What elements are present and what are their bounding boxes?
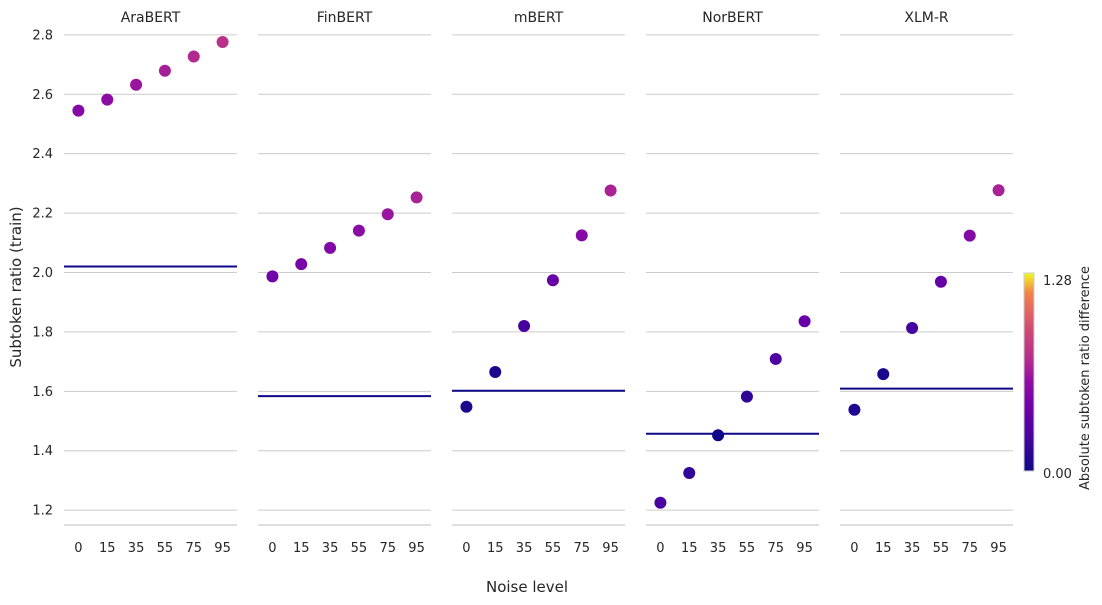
data-point bbox=[324, 241, 337, 254]
data-point bbox=[604, 184, 617, 197]
data-point bbox=[187, 50, 200, 63]
x-tick-label: 75 bbox=[767, 541, 784, 556]
x-tick-label: 55 bbox=[933, 541, 950, 556]
x-tick-label: 0 bbox=[268, 541, 276, 556]
x-tick-label: 95 bbox=[602, 541, 619, 556]
data-point bbox=[546, 274, 559, 287]
x-tick-label: 15 bbox=[99, 541, 116, 556]
colorbar-min-label: 0.00 bbox=[1043, 467, 1072, 482]
x-tick-label: 0 bbox=[74, 541, 82, 556]
x-tick-label: 0 bbox=[462, 541, 470, 556]
x-tick-label: 15 bbox=[875, 541, 892, 556]
data-point bbox=[101, 93, 114, 106]
data-point bbox=[963, 229, 976, 242]
data-point bbox=[130, 78, 143, 91]
x-tick-label: 35 bbox=[322, 541, 339, 556]
x-tick-label: 0 bbox=[656, 541, 664, 556]
panel-title: NorBERT bbox=[702, 10, 763, 26]
panel-norbert: NorBERT 0 15 35 55 75 95 bbox=[646, 10, 819, 556]
x-tick-label: 75 bbox=[573, 541, 590, 556]
x-tick-label: 55 bbox=[545, 541, 562, 556]
data-point bbox=[683, 467, 696, 480]
data-point bbox=[72, 104, 85, 117]
x-tick-label: 55 bbox=[157, 541, 174, 556]
x-tick-label: 35 bbox=[904, 541, 921, 556]
data-point bbox=[712, 429, 725, 442]
colorbar-title: Absolute subtoken ratio difference bbox=[1078, 266, 1093, 490]
panel-title: mBERT bbox=[514, 10, 564, 26]
y-tick-label: 2.0 bbox=[32, 266, 53, 281]
panel-mbert: mBERT 0 15 35 55 75 95 bbox=[452, 10, 625, 556]
data-point bbox=[381, 208, 394, 221]
data-point bbox=[295, 258, 308, 271]
y-tick-label: 1.6 bbox=[32, 385, 53, 400]
x-tick-label: 95 bbox=[990, 541, 1007, 556]
colorbar-max-label: 1.28 bbox=[1043, 274, 1072, 289]
data-point bbox=[906, 322, 919, 335]
panel-title: AraBERT bbox=[121, 10, 181, 26]
data-point bbox=[740, 390, 753, 403]
data-point bbox=[410, 191, 423, 204]
x-tick-label: 95 bbox=[796, 541, 813, 556]
x-tick-label: 75 bbox=[185, 541, 202, 556]
x-tick-label: 55 bbox=[351, 541, 368, 556]
y-axis-label: Subtoken ratio (train) bbox=[7, 206, 25, 367]
colorbar-gradient bbox=[1023, 272, 1035, 472]
x-tick-label: 75 bbox=[379, 541, 396, 556]
x-tick-label: 15 bbox=[293, 541, 310, 556]
data-point bbox=[877, 368, 890, 381]
x-axis-label: Noise level bbox=[486, 578, 568, 596]
x-tick-label: 75 bbox=[961, 541, 978, 556]
data-point bbox=[575, 229, 588, 242]
x-tick-label: 35 bbox=[710, 541, 727, 556]
panel-arabert: AraBERT 0 15 35 55 75 95 bbox=[64, 10, 237, 556]
panel-finbert: FinBERT 0 15 35 55 75 95 bbox=[258, 10, 431, 556]
x-tick-label: 35 bbox=[128, 541, 145, 556]
panel-xlm-r: XLM-R 0 15 35 55 75 95 bbox=[840, 10, 1013, 556]
data-point bbox=[518, 319, 531, 332]
y-tick-label: 2.6 bbox=[32, 88, 53, 103]
data-point bbox=[848, 403, 861, 416]
data-point bbox=[654, 496, 667, 509]
panel-title: FinBERT bbox=[317, 10, 373, 26]
data-point bbox=[798, 315, 811, 328]
x-tick-label: 35 bbox=[516, 541, 533, 556]
y-tick-label: 2.4 bbox=[32, 147, 53, 162]
data-point bbox=[934, 275, 947, 288]
data-point bbox=[216, 35, 229, 48]
panel-title: XLM-R bbox=[904, 10, 949, 26]
y-tick-label: 1.4 bbox=[32, 444, 53, 459]
data-point bbox=[266, 270, 279, 283]
x-tick-label: 95 bbox=[408, 541, 425, 556]
data-point bbox=[158, 64, 171, 77]
x-tick-label: 0 bbox=[850, 541, 858, 556]
y-tick-label: 1.8 bbox=[32, 325, 53, 340]
y-tick-label: 2.8 bbox=[32, 28, 53, 43]
colorbar: 1.28 0.00 Absolute subtoken ratio differ… bbox=[1023, 266, 1093, 490]
data-point bbox=[992, 184, 1005, 197]
data-point bbox=[460, 400, 473, 413]
data-point bbox=[352, 224, 365, 237]
y-tick-label: 2.2 bbox=[32, 207, 53, 222]
data-point bbox=[769, 352, 782, 365]
y-axis: 1.2 1.4 1.6 1.8 2.0 2.2 2.4 2.6 2.8 bbox=[32, 28, 53, 518]
x-tick-label: 55 bbox=[739, 541, 756, 556]
y-tick-label: 1.2 bbox=[32, 504, 53, 519]
data-point bbox=[489, 366, 502, 379]
x-tick-label: 95 bbox=[214, 541, 231, 556]
x-tick-label: 15 bbox=[681, 541, 698, 556]
x-tick-label: 15 bbox=[487, 541, 504, 556]
